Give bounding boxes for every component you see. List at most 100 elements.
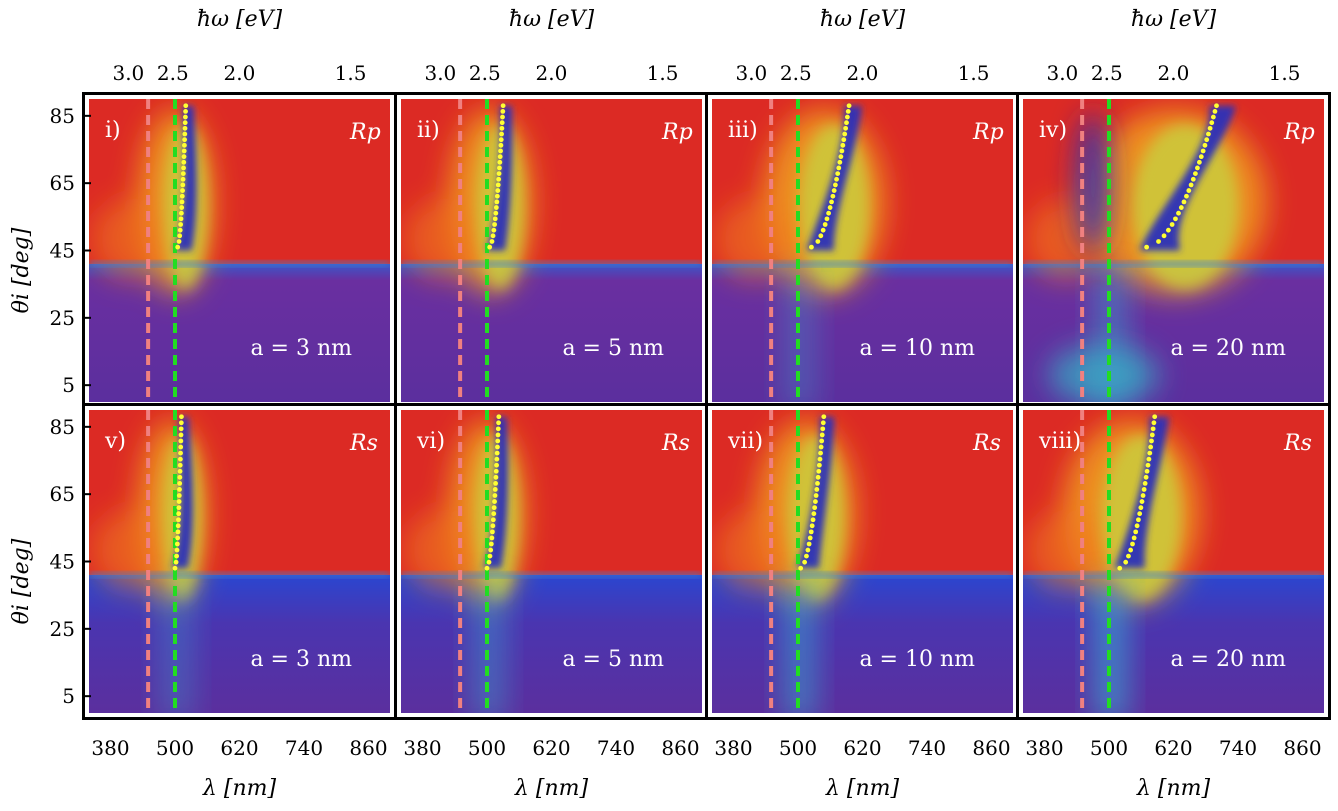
trace-point (812, 505, 818, 511)
trace-point (1156, 239, 1161, 244)
trace-point (1139, 499, 1145, 504)
trace-point (495, 432, 501, 438)
trace-point (1188, 182, 1194, 188)
trace-point (820, 426, 826, 432)
trace-point (176, 499, 182, 504)
trace-point (183, 103, 189, 109)
trace-point (495, 182, 501, 188)
trace-point (178, 450, 183, 456)
trace-point (1206, 131, 1211, 137)
radius-label: a = 10 nm (859, 647, 975, 672)
trace-point (819, 438, 825, 444)
trace-point (176, 511, 182, 517)
trace-point (829, 199, 834, 205)
y-tick-label: 85 (50, 415, 75, 439)
x2-tick-label: 3.0 (1046, 61, 1078, 85)
trace-point (172, 565, 178, 571)
x-tick-label: 740 (285, 736, 323, 760)
x-tick-label: 740 (1219, 736, 1257, 760)
trace-point (177, 456, 183, 462)
trace-point (826, 210, 832, 216)
trace-point (492, 493, 498, 498)
x2-axis-label: ħω [eV] (197, 7, 283, 32)
panel-grid: i) Rp a = 3 nm ii) Rp a = 5 nm iii) Rp a = 10 nm… (82, 92, 1331, 720)
trace-point (499, 131, 504, 137)
trace-point (1173, 216, 1178, 222)
trace-point (178, 222, 184, 227)
trace-point (843, 125, 849, 131)
trace-point (818, 444, 824, 450)
trace-point (1136, 517, 1141, 523)
trace-point (1147, 450, 1153, 456)
trace-point (490, 523, 496, 529)
x-tick-label: 620 (220, 736, 258, 760)
trace-point (493, 468, 499, 474)
trace-point (1143, 474, 1149, 480)
panel-label: iii) (728, 118, 758, 143)
x2-tick-label: 3.0 (735, 61, 767, 85)
trace-point (798, 565, 804, 571)
trace-point (174, 553, 180, 559)
trace-point (1148, 444, 1154, 450)
quantity-label: Rs (1283, 431, 1312, 456)
trace-point (1161, 233, 1167, 239)
trace-point (839, 148, 845, 154)
trace-point (490, 233, 496, 239)
x-tick-label: 740 (908, 736, 946, 760)
x2-axis-label: ħω [eV] (1131, 7, 1217, 32)
trace-point (821, 414, 827, 420)
trace-point (493, 210, 499, 216)
x-tick-label: 860 (661, 736, 699, 760)
trace-point (1137, 511, 1143, 517)
x2-tick-label: 2.5 (1091, 61, 1123, 85)
trace-point (838, 154, 844, 160)
trace-point (1181, 199, 1187, 205)
radius-label: a = 5 nm (562, 336, 664, 361)
trace-point (813, 499, 818, 504)
trace-point (822, 222, 828, 227)
heatmap-panel-5: v) Rs a = 3 nm (82, 403, 397, 720)
trace-point (1184, 193, 1189, 199)
trace-point (180, 182, 186, 188)
trace-point (832, 182, 838, 188)
quantity-label: Rs (661, 431, 690, 456)
x-tick-label: 500 (779, 736, 817, 760)
trace-point (1151, 420, 1157, 426)
x-tick-label: 380 (714, 736, 752, 760)
trace-point (836, 165, 842, 171)
trace-point (1146, 456, 1152, 462)
trace-point (494, 193, 500, 199)
x-tick-label: 380 (91, 736, 129, 760)
trace-point (493, 474, 499, 480)
trace-point (1144, 244, 1150, 250)
trace-point (174, 541, 180, 547)
trace-point (816, 468, 822, 474)
trace-point (1200, 148, 1206, 154)
trace-point (179, 205, 185, 210)
trace-point (493, 480, 498, 486)
trace-point (837, 159, 843, 165)
trace-point (815, 239, 821, 244)
trace-point (173, 559, 179, 565)
trace-point (1212, 108, 1218, 114)
trace-point (1207, 125, 1213, 131)
trace-point (804, 553, 809, 559)
panel-label: iv) (1039, 118, 1067, 143)
trace-point (496, 420, 501, 426)
trace-point (494, 199, 500, 205)
heatmap-panel-4: iv) Rp a = 20 nm (1016, 92, 1331, 409)
x-tick-label: 740 (597, 736, 635, 760)
trace-point (488, 541, 494, 547)
trace-point (1149, 438, 1154, 444)
y-tick-label: 25 (50, 306, 75, 330)
trace-point (1165, 227, 1171, 233)
trace-point (1142, 480, 1148, 486)
x2-tick-label: 2.0 (536, 61, 568, 85)
trace-point (818, 450, 823, 456)
trace-point (178, 210, 184, 216)
trace-point (819, 432, 825, 438)
trace-point (174, 547, 180, 553)
trace-point (1178, 205, 1184, 210)
trace-point (824, 216, 830, 222)
